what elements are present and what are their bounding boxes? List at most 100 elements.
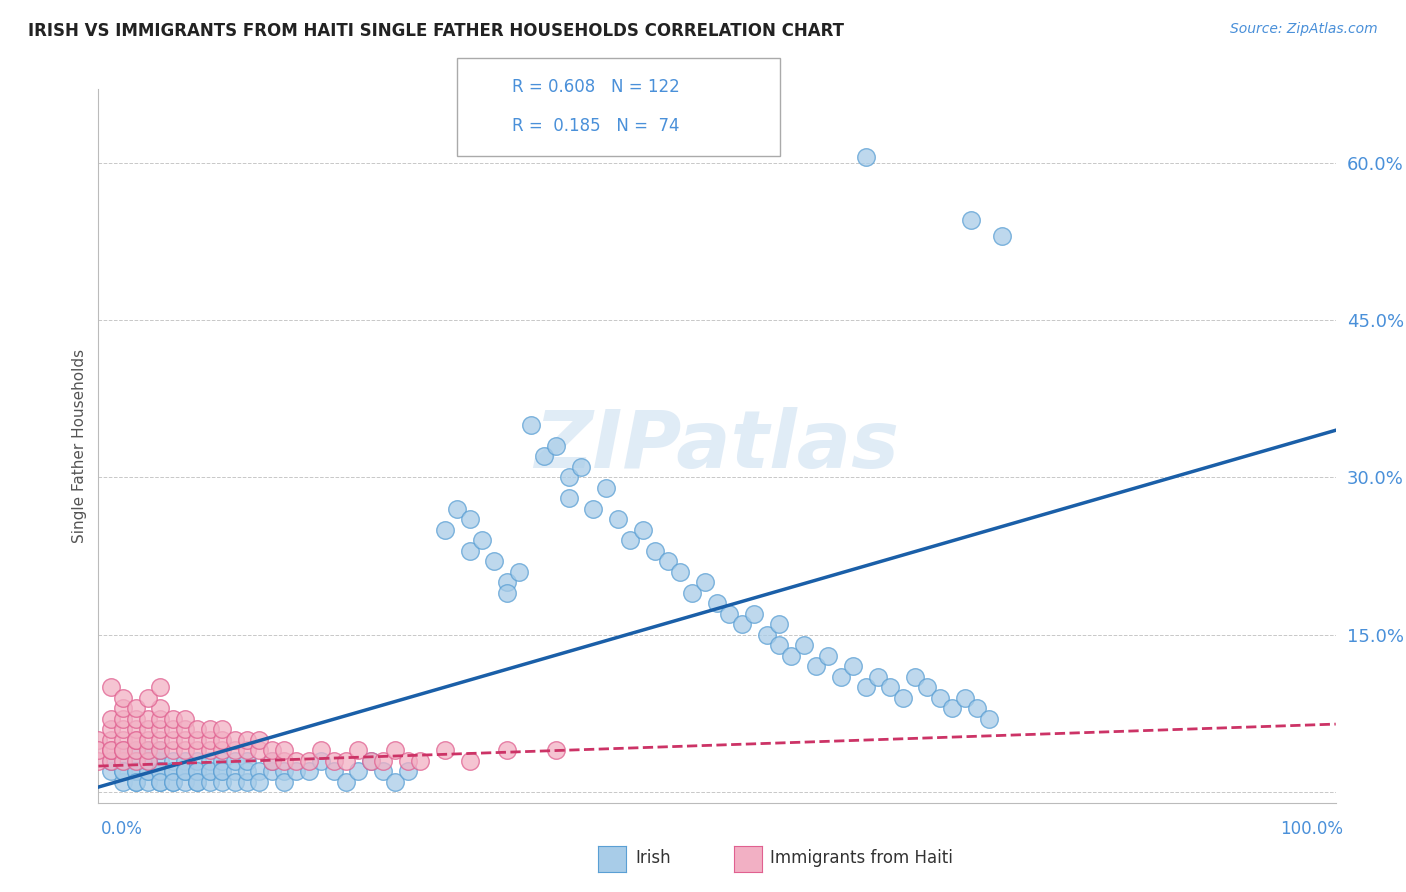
- Point: [533, 450, 555, 464]
- Point: [941, 701, 963, 715]
- Point: [198, 764, 221, 779]
- Point: [174, 723, 197, 737]
- Point: [879, 681, 901, 695]
- Point: [508, 565, 530, 579]
- Point: [100, 754, 122, 768]
- Point: [124, 743, 146, 757]
- Point: [285, 754, 308, 768]
- Text: 0.0%: 0.0%: [101, 820, 143, 838]
- Point: [360, 754, 382, 768]
- Point: [174, 764, 197, 779]
- Point: [149, 681, 172, 695]
- Point: [149, 701, 172, 715]
- Point: [804, 659, 827, 673]
- Text: R =  0.185   N =  74: R = 0.185 N = 74: [512, 117, 679, 135]
- Point: [360, 754, 382, 768]
- Point: [162, 774, 184, 789]
- Point: [112, 743, 135, 757]
- Point: [124, 712, 146, 726]
- Point: [100, 723, 122, 737]
- Point: [124, 774, 146, 789]
- Point: [186, 723, 208, 737]
- Point: [112, 754, 135, 768]
- Point: [471, 533, 494, 548]
- Point: [495, 575, 517, 590]
- Point: [124, 754, 146, 768]
- Point: [162, 764, 184, 779]
- Point: [793, 639, 815, 653]
- Point: [100, 764, 122, 779]
- Point: [162, 712, 184, 726]
- Point: [446, 502, 468, 516]
- Point: [904, 670, 927, 684]
- Point: [247, 764, 270, 779]
- Point: [224, 754, 246, 768]
- Text: Irish: Irish: [636, 849, 671, 867]
- Point: [149, 743, 172, 757]
- Point: [100, 743, 122, 757]
- Point: [136, 764, 159, 779]
- Point: [669, 565, 692, 579]
- Point: [433, 523, 456, 537]
- Point: [186, 774, 208, 789]
- Point: [247, 732, 270, 747]
- Point: [174, 774, 197, 789]
- Point: [211, 754, 233, 768]
- Point: [260, 754, 283, 768]
- Point: [706, 596, 728, 610]
- Point: [149, 712, 172, 726]
- Point: [211, 764, 233, 779]
- Point: [124, 732, 146, 747]
- Point: [186, 764, 208, 779]
- Point: [569, 460, 592, 475]
- Point: [224, 764, 246, 779]
- Point: [162, 754, 184, 768]
- Point: [198, 754, 221, 768]
- Point: [780, 648, 803, 663]
- Point: [273, 764, 295, 779]
- Point: [979, 712, 1001, 726]
- Point: [693, 575, 716, 590]
- Point: [198, 764, 221, 779]
- Point: [546, 743, 568, 757]
- Point: [768, 639, 790, 653]
- Text: 100.0%: 100.0%: [1279, 820, 1343, 838]
- Point: [755, 628, 778, 642]
- Point: [211, 764, 233, 779]
- Point: [124, 764, 146, 779]
- Point: [124, 732, 146, 747]
- Point: [273, 774, 295, 789]
- Point: [174, 754, 197, 768]
- Text: Immigrants from Haiti: Immigrants from Haiti: [770, 849, 953, 867]
- Point: [136, 712, 159, 726]
- Point: [371, 754, 394, 768]
- Point: [247, 743, 270, 757]
- Point: [731, 617, 754, 632]
- Point: [495, 586, 517, 600]
- Point: [211, 723, 233, 737]
- Point: [198, 732, 221, 747]
- Point: [136, 723, 159, 737]
- Point: [260, 743, 283, 757]
- Point: [335, 774, 357, 789]
- Point: [162, 764, 184, 779]
- Point: [236, 764, 259, 779]
- Point: [298, 754, 321, 768]
- Point: [966, 701, 988, 715]
- Point: [298, 764, 321, 779]
- Point: [309, 754, 332, 768]
- Point: [162, 732, 184, 747]
- Point: [124, 764, 146, 779]
- Point: [817, 648, 839, 663]
- Point: [112, 712, 135, 726]
- Point: [162, 743, 184, 757]
- Point: [136, 754, 159, 768]
- Point: [347, 764, 370, 779]
- Text: Source: ZipAtlas.com: Source: ZipAtlas.com: [1230, 22, 1378, 37]
- Point: [830, 670, 852, 684]
- Point: [546, 439, 568, 453]
- Point: [718, 607, 741, 621]
- Point: [236, 732, 259, 747]
- Point: [236, 774, 259, 789]
- Point: [285, 764, 308, 779]
